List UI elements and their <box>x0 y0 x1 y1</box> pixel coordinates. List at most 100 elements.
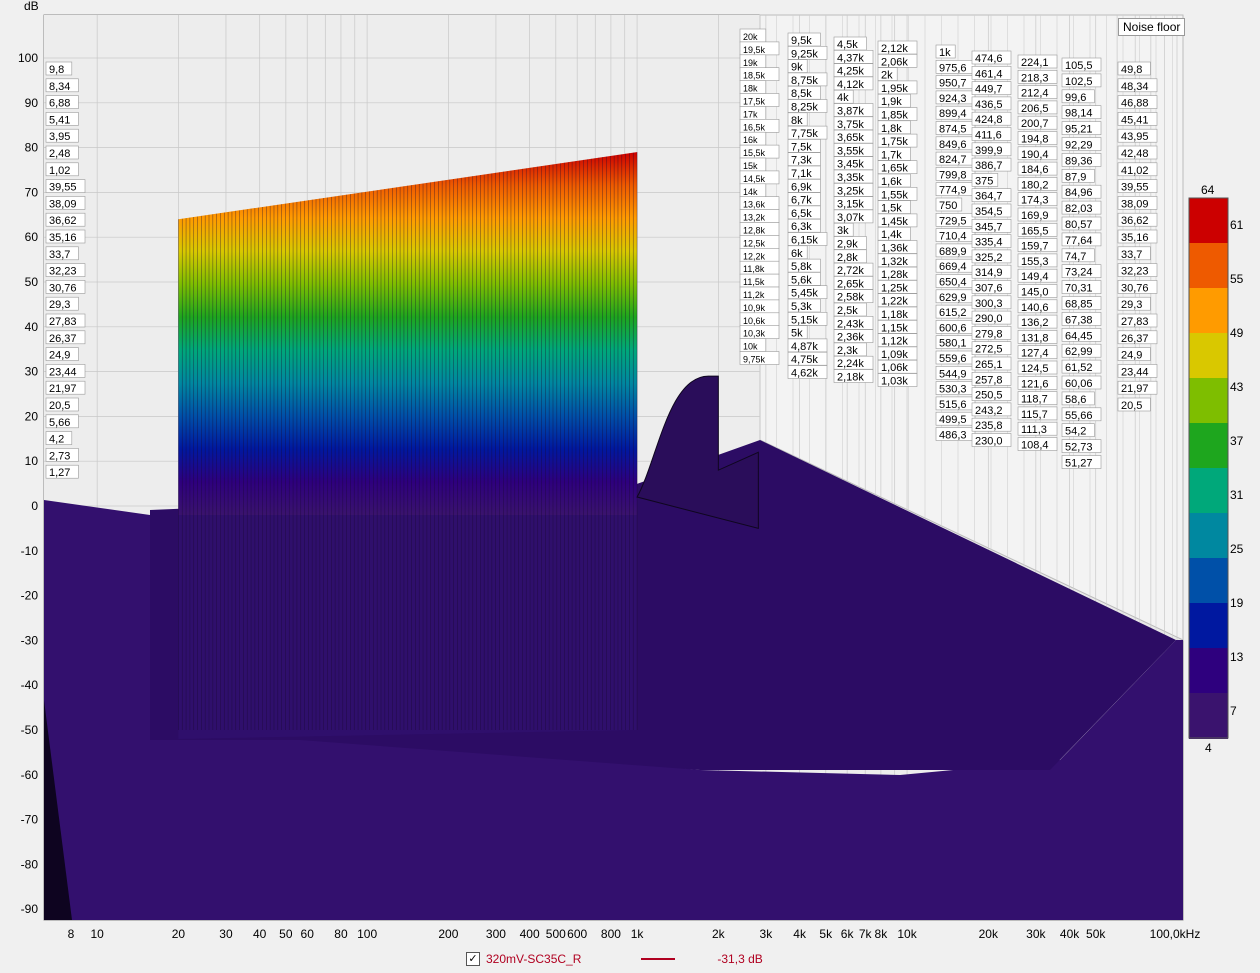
depth-label-box <box>1061 280 1102 294</box>
depth-label-box <box>787 59 808 73</box>
depth-label: 729,5 <box>939 215 967 227</box>
depth-label: 18,5k <box>743 71 766 81</box>
depth-label-box <box>1061 121 1102 135</box>
depth-label-box <box>1017 161 1058 176</box>
depth-label: 12,5k <box>743 238 766 248</box>
depth-label: 9,5k <box>791 35 812 47</box>
depth-label-box <box>45 229 86 244</box>
depth-label: 67,38 <box>1065 314 1093 326</box>
depth-label: 124,5 <box>1021 363 1049 375</box>
depth-label: 11,8k <box>743 264 765 274</box>
x-tick-label: 8 <box>68 927 75 941</box>
legend: ✓ 320mV-SC35C_R -31,3 dB <box>466 950 763 968</box>
depth-label: 6,5k <box>791 208 812 220</box>
depth-label-box <box>1061 359 1102 374</box>
y-tick-label: -80 <box>21 857 39 871</box>
depth-label-box <box>833 249 867 264</box>
depth-label-box <box>45 128 79 143</box>
depth-label: 230,0 <box>975 436 1003 448</box>
depth-label: 19,5k <box>743 45 766 55</box>
depth-label: 975,6 <box>939 62 967 74</box>
depth-label-box <box>45 162 79 177</box>
depth-label-box <box>833 276 874 290</box>
depth-label: 669,4 <box>939 261 967 273</box>
depth-label-box <box>971 387 1012 401</box>
depth-label: 8,5k <box>791 88 812 100</box>
depth-label: 580,1 <box>939 338 967 350</box>
depth-label-box <box>971 66 1012 80</box>
depth-label: 799,8 <box>939 169 967 181</box>
depth-label-box <box>45 397 79 412</box>
depth-label: 4,87k <box>791 341 818 353</box>
depth-label: 1,6k <box>881 176 902 188</box>
depth-label-box <box>877 107 918 121</box>
depth-label: 14,5k <box>743 174 766 184</box>
x-tick-label: 7k <box>859 927 873 941</box>
depth-label-box <box>833 169 874 184</box>
depth-label-box <box>971 81 1012 95</box>
depth-label: 149,4 <box>1021 271 1049 283</box>
depth-label: 45,41 <box>1121 114 1149 126</box>
depth-label-box <box>1017 330 1058 344</box>
depth-label-box <box>971 371 1012 386</box>
x-tick-label: 5k <box>819 927 833 941</box>
depth-label: 29,3 <box>1121 299 1142 311</box>
series-name[interactable]: 320mV-SC35C_R <box>486 952 582 966</box>
depth-label: 84,96 <box>1065 187 1093 199</box>
depth-label-box <box>45 347 79 361</box>
depth-label: 21,97 <box>49 383 77 395</box>
depth-label-box <box>787 85 821 100</box>
depth-label: 364,7 <box>975 191 1003 203</box>
depth-label: 2,18k <box>837 372 864 384</box>
depth-label: 17,5k <box>743 97 766 107</box>
depth-label-box <box>1117 128 1158 143</box>
depth-label: 145,0 <box>1021 287 1049 299</box>
series-line-swatch <box>641 958 676 960</box>
depth-label-box <box>971 111 1012 126</box>
depth-label: 279,8 <box>975 328 1003 340</box>
depth-label-box <box>1117 347 1151 361</box>
x-tick-label: 500 <box>546 927 566 941</box>
x-tick-label: 10k <box>897 927 917 941</box>
y-tick-label: 100 <box>18 51 38 65</box>
depth-label: 2,36k <box>837 332 864 344</box>
depth-label: 140,6 <box>1021 302 1049 314</box>
colorbar-band <box>1189 603 1228 649</box>
noise-floor-label[interactable]: Noise floor <box>1118 18 1186 36</box>
depth-label: 1,45k <box>881 216 908 228</box>
depth-label: 61,52 <box>1065 362 1093 374</box>
depth-label-box <box>935 197 963 212</box>
depth-label-box <box>787 245 808 260</box>
depth-label: 155,3 <box>1021 256 1049 268</box>
depth-label: 9,75k <box>743 355 766 365</box>
depth-label: 26,37 <box>49 333 77 345</box>
depth-label: 449,7 <box>975 84 1003 96</box>
depth-label-box <box>971 433 1012 447</box>
depth-label: 6,15k <box>791 235 818 247</box>
depth-label: 5,3k <box>791 301 812 313</box>
depth-label: 1,95k <box>881 83 908 95</box>
depth-label: 1,25k <box>881 282 908 294</box>
depth-label-box <box>1017 54 1058 69</box>
colorbar-band <box>1189 198 1228 244</box>
depth-label-box <box>1061 216 1102 231</box>
depth-label: 2,06k <box>881 56 908 68</box>
series-visibility-checkbox[interactable]: ✓ <box>466 952 480 966</box>
colorbar-frame <box>1188 197 1229 739</box>
x-tick-label: 6k <box>841 927 855 941</box>
depth-label-box <box>971 188 1012 202</box>
y-tick-label: -20 <box>21 589 39 603</box>
depth-label-box <box>971 295 1012 310</box>
depth-label-box <box>45 145 79 160</box>
depth-label-box <box>1117 280 1158 294</box>
y-tick-label: 10 <box>25 454 39 468</box>
colorbar-tick-label: 25 <box>1230 542 1244 556</box>
depth-label-box <box>971 356 1012 371</box>
depth-label: 1,7k <box>881 149 902 161</box>
y-axis-label: dB <box>24 0 39 13</box>
depth-label-box <box>1017 299 1058 314</box>
colorbar-band <box>1189 513 1228 559</box>
depth-label: 18k <box>743 84 758 94</box>
depth-label: 174,3 <box>1021 195 1049 207</box>
y-tick-label: 90 <box>25 96 39 110</box>
